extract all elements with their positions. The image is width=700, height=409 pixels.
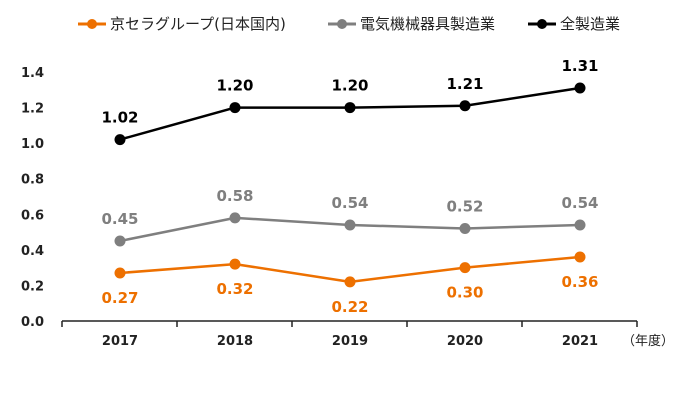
data-point	[229, 258, 241, 270]
data-label: 1.31	[561, 57, 598, 75]
data-point	[229, 102, 241, 114]
data-label: 0.54	[331, 194, 368, 212]
x-axis-unit-label: （年度）	[622, 333, 674, 349]
legend-label-0: 京セラグループ(日本国内)	[110, 15, 286, 33]
data-point	[574, 219, 586, 231]
x-tick-label: 2020	[447, 334, 483, 349]
y-tick-label: 1.4	[21, 66, 44, 81]
data-label: 1.20	[331, 77, 368, 95]
legend: 京セラグループ(日本国内) 電気機械器具製造業 全製造業	[78, 15, 620, 33]
data-label: 0.45	[101, 210, 138, 228]
y-tick-label: 0.4	[21, 244, 44, 259]
x-axis: （年度） 2017 2018 2019 2020 2021	[61, 320, 674, 349]
data-label: 1.20	[216, 77, 253, 95]
data-point	[574, 82, 586, 94]
series-line-2	[119, 86, 581, 141]
legend-label-1: 電気機械器具製造業	[360, 15, 495, 33]
plot-area: 0.27 0.32 0.22 0.30 0.36 0.45 0.58 0.54 0.52 0.54…	[101, 57, 598, 316]
legend-marker-1	[337, 19, 347, 29]
legend-marker-0	[87, 19, 97, 29]
data-label: 0.52	[446, 198, 483, 216]
data-label: 0.30	[446, 284, 483, 302]
data-point	[114, 235, 126, 247]
legend-label-2: 全製造業	[560, 15, 620, 33]
x-tick-label: 2017	[102, 334, 138, 349]
data-point	[459, 100, 471, 112]
data-label: 1.21	[446, 75, 483, 93]
data-label: 1.02	[101, 109, 138, 127]
y-tick-label: 1.0	[21, 137, 44, 152]
x-tick-label: 2021	[562, 334, 598, 349]
data-label: 0.36	[561, 273, 598, 291]
legend-marker-2	[537, 19, 547, 29]
y-tick-label: 0.6	[21, 208, 44, 223]
data-label: 0.32	[216, 280, 253, 298]
data-point	[344, 102, 356, 114]
y-axis: 0.0 0.2 0.4 0.6 0.8 1.0 1.2 1.4	[21, 66, 44, 330]
data-point	[344, 276, 356, 288]
data-label: 0.22	[331, 298, 368, 316]
data-label: 0.54	[561, 194, 598, 212]
data-label: 0.27	[101, 289, 138, 307]
y-tick-label: 0.8	[21, 173, 44, 188]
data-point	[459, 262, 471, 274]
data-point	[459, 223, 471, 235]
y-tick-label: 0.0	[21, 315, 44, 330]
data-point	[114, 134, 126, 146]
y-tick-label: 1.2	[21, 102, 44, 117]
data-point	[344, 219, 356, 231]
data-label: 0.58	[216, 187, 253, 205]
data-point	[114, 267, 126, 279]
x-tick-label: 2018	[217, 334, 253, 349]
data-point	[229, 212, 241, 224]
y-tick-label: 0.2	[21, 279, 44, 294]
x-tick-label: 2019	[332, 334, 368, 349]
data-point	[574, 251, 586, 263]
